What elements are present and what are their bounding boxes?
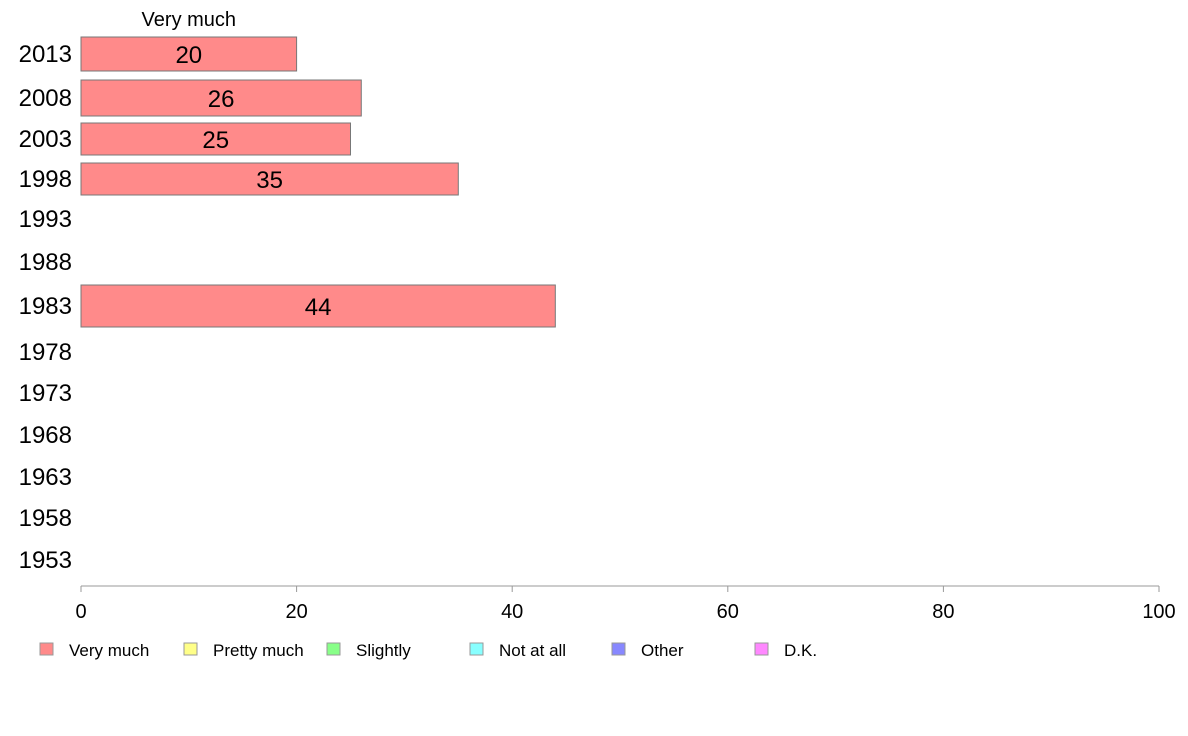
legend-label-s1: Pretty much	[213, 641, 304, 660]
bar-2013-s0	[80, 36, 298, 72]
legend-swatch-s4	[611, 642, 626, 656]
legend-swatch-s2	[326, 642, 341, 656]
category-label-2003: 2003	[19, 126, 72, 153]
legend-swatch-s5	[754, 642, 769, 656]
category-label-1978: 1978	[19, 339, 72, 366]
category-label-1973: 1973	[19, 380, 72, 407]
data-label-2013-s0: 20	[175, 42, 202, 69]
bar-1998-s0	[80, 162, 459, 196]
series-header-label: Very much	[142, 9, 236, 31]
legend-label-s5: D.K.	[784, 641, 817, 660]
legend-label-s0: Very much	[69, 641, 149, 660]
legend-label-s4: Other	[641, 641, 684, 660]
legend-swatch-s0	[39, 642, 54, 656]
x-tick-label-80: 80	[932, 601, 954, 623]
category-label-1958: 1958	[19, 505, 72, 532]
category-label-1968: 1968	[19, 422, 72, 449]
category-label-1993: 1993	[19, 206, 72, 233]
category-label-1983: 1983	[19, 293, 72, 320]
data-label-1998-s0: 35	[256, 167, 283, 194]
x-axis: 0 20 40 60 80 100	[75, 585, 1176, 623]
legend-label-s3: Not at all	[499, 641, 566, 660]
category-label-1963: 1963	[19, 464, 72, 491]
category-labels: 2013 2008 2003 1998 1993 1988 1983 1978 1973 1968…	[19, 41, 72, 574]
data-label-2003-s0: 25	[202, 127, 229, 154]
x-tick-label-0: 0	[75, 601, 86, 623]
category-label-1953: 1953	[19, 547, 72, 574]
bar-1983-s0	[80, 284, 556, 328]
legend-label-s2: Slightly	[356, 641, 411, 660]
bars	[80, 36, 556, 328]
legend-swatch-s3	[469, 642, 484, 656]
bar-2003-s0	[80, 122, 351, 156]
category-label-2013: 2013	[19, 41, 72, 68]
legend: Very much Pretty much Slightly Not at all Ot…	[39, 641, 817, 660]
bar-2008-s0	[80, 79, 362, 117]
legend-swatch-s1	[183, 642, 198, 656]
category-label-1998: 1998	[19, 166, 72, 193]
x-tick-label-100: 100	[1142, 601, 1175, 623]
x-tick-label-20: 20	[285, 601, 307, 623]
category-label-1988: 1988	[19, 249, 72, 276]
data-label-2008-s0: 26	[208, 86, 235, 113]
x-tick-label-40: 40	[501, 601, 523, 623]
x-tick-label-60: 60	[717, 601, 739, 623]
data-label-1983-s0: 44	[305, 294, 332, 321]
category-label-2008: 2008	[19, 85, 72, 112]
